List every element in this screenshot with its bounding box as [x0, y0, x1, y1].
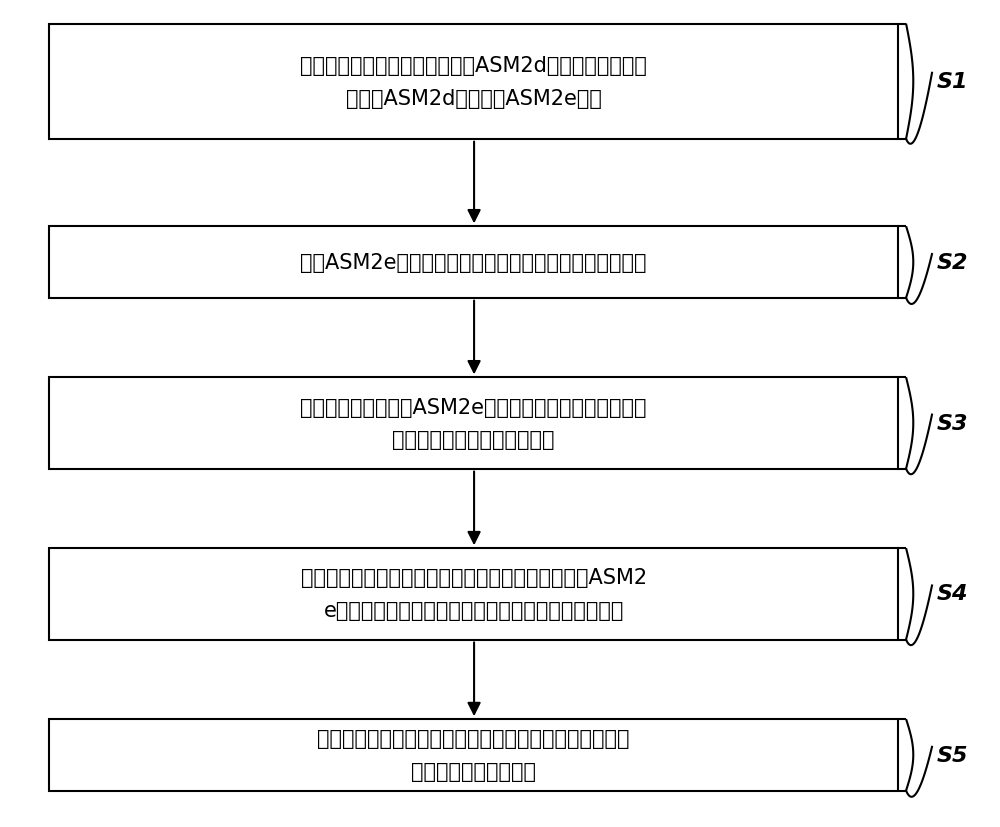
FancyBboxPatch shape: [49, 227, 898, 299]
Text: S5: S5: [937, 745, 968, 765]
Text: 将增加的动力学表达式写入含有ASM2d模型的仿真软件中
，结合ASM2d模型构建ASM2e模型: 将增加的动力学表达式写入含有ASM2d模型的仿真软件中 ，结合ASM2d模型构建…: [300, 55, 647, 108]
Text: 将进水水质浓度作为ASM2e模型组分浓度的输入，并对污
水处理工艺进行初步稳态模拟: 将进水水质浓度作为ASM2e模型组分浓度的输入，并对污 水处理工艺进行初步稳态模…: [300, 397, 647, 450]
Text: S2: S2: [937, 253, 968, 273]
Text: 将稳态模拟结果作为动态模拟的初始输入值，对动态进水
水质进行动态模拟分析: 将稳态模拟结果作为动态模拟的初始输入值，对动态进水 水质进行动态模拟分析: [317, 729, 630, 782]
Text: 根据初步稳态模拟的结果以及灵敏度分析，校准所述ASM2
e模型的动力学参数和化学计量学参数，实现稳态模拟: 根据初步稳态模拟的结果以及灵敏度分析，校准所述ASM2 e模型的动力学参数和化学…: [301, 568, 647, 620]
FancyBboxPatch shape: [49, 548, 898, 640]
FancyBboxPatch shape: [49, 25, 898, 140]
Text: S4: S4: [937, 584, 968, 604]
FancyBboxPatch shape: [49, 378, 898, 469]
Text: S3: S3: [937, 413, 968, 433]
FancyBboxPatch shape: [49, 719, 898, 791]
Text: 利用ASM2e模型库中的各工艺组件单元构建污水处理工艺: 利用ASM2e模型库中的各工艺组件单元构建污水处理工艺: [300, 253, 647, 273]
Text: S1: S1: [937, 72, 968, 92]
